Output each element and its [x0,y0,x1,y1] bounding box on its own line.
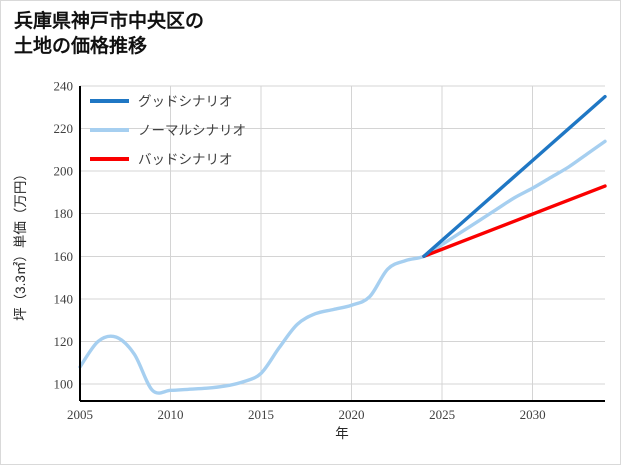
y-tick-label: 220 [54,121,74,136]
y-tick-label: 200 [54,164,74,179]
x-axis-title: 年 [335,426,349,441]
axis-spines-group [78,86,605,403]
x-tick-label: 2025 [429,407,455,422]
page-title: 兵庫県神戸市中央区の 土地の価格推移 [14,11,205,57]
y-tick-label: 160 [54,249,74,264]
y-axis-title: 坪（3.3㎡）単価（万円） [13,167,28,321]
y-tick-label: 100 [54,376,74,391]
x-tick-labels-group: 2005 2010 2015 2020 2025 2030 [67,407,546,422]
y-tick-label: 140 [54,291,74,306]
legend-label: グッドシナリオ [138,94,233,109]
x-tick-label: 2015 [248,407,274,422]
y-tick-label: 120 [54,334,74,349]
x-tick-label: 2020 [339,407,365,422]
series-group [78,94,607,395]
y-tick-label: 180 [54,206,74,221]
x-tick-label: 2005 [67,407,93,422]
series-line-normal [78,139,607,395]
legend-label: バッドシナリオ [138,152,233,167]
x-tick-label: 2010 [158,407,184,422]
y-tick-label: 240 [54,79,74,94]
series-line-good [422,94,607,258]
gridlines-group [79,85,605,401]
series-line-bad [422,184,607,258]
y-tick-labels-group: 100 120 140 160 180 200 220 240 [54,79,74,392]
x-tick-label: 2030 [520,407,546,422]
legend-label: ノーマルシナリオ [138,123,246,138]
